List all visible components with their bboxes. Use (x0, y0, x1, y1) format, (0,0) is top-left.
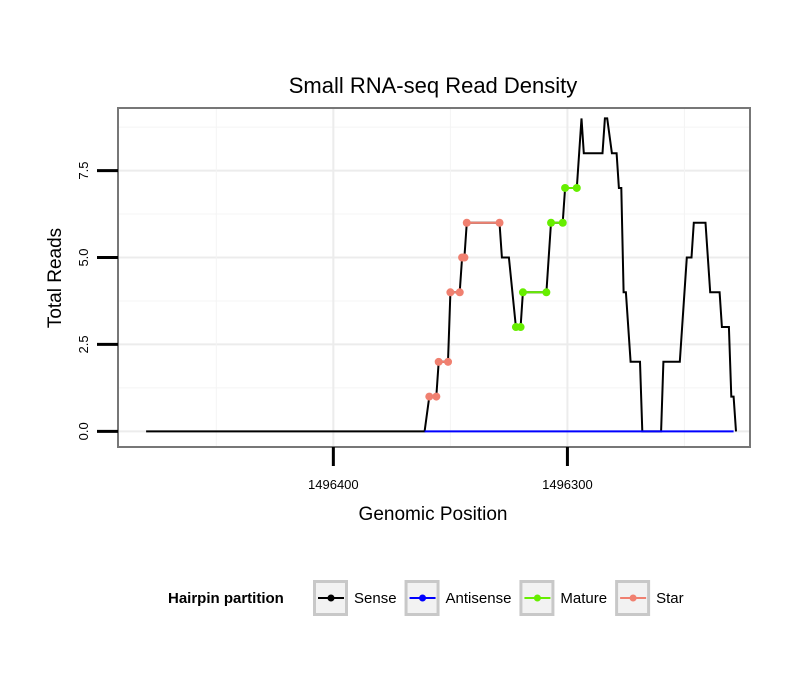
plot-panel-border (117, 107, 751, 448)
series-point-mature (542, 288, 551, 297)
legend-label: Antisense (446, 590, 512, 607)
series-point-star (462, 218, 471, 227)
legend-title: Hairpin partition (168, 590, 284, 607)
series-point-star (434, 357, 443, 366)
series-point-star (444, 357, 453, 366)
series-point-star (446, 288, 455, 297)
y-tick-label: 2.5 (76, 335, 91, 353)
legend-item-antisense: Antisense (404, 580, 512, 616)
y-tick-label: 5.0 (76, 248, 91, 266)
legend-item-star: Star (615, 580, 684, 616)
plot-panel-background (118, 108, 750, 447)
series-point-star (455, 288, 464, 297)
series-point-mature (547, 218, 556, 227)
series-point-star (460, 253, 469, 262)
legend-label: Mature (560, 590, 607, 607)
y-tick-label: 0.0 (76, 422, 91, 440)
series-point-star (432, 392, 441, 401)
y-axis-title: Total Reads (45, 228, 66, 328)
legend-key-point (327, 594, 335, 602)
x-tick-label: 1496400 (308, 477, 359, 492)
legend-label: Sense (354, 590, 397, 607)
series-point-mature (561, 183, 570, 192)
legend-item-sense: Sense (313, 580, 397, 616)
series-point-star (425, 392, 434, 401)
x-tick-label: 1496300 (542, 477, 593, 492)
series-point-mature (572, 183, 581, 192)
axes: 0.0 2.5 5.0 7.5 1496400 1496300 (76, 162, 593, 492)
legend-key-point (533, 594, 541, 602)
series-point-mature (516, 323, 525, 332)
legend-key-point (419, 594, 427, 602)
legend: Hairpin partition Sense Antisense Mature St… (168, 580, 684, 616)
legend-item-mature: Mature (519, 580, 607, 616)
series-point-star (495, 218, 504, 227)
y-tick-label: 7.5 (76, 162, 91, 180)
series-layer (146, 117, 737, 433)
series-point-mature (518, 288, 527, 297)
legend-key-point (629, 594, 637, 602)
legend-label: Star (656, 590, 684, 607)
x-axis-title: Genomic Position (359, 504, 508, 525)
series-point-mature (558, 218, 567, 227)
chart-title: Small RNA-seq Read Density (289, 73, 578, 98)
